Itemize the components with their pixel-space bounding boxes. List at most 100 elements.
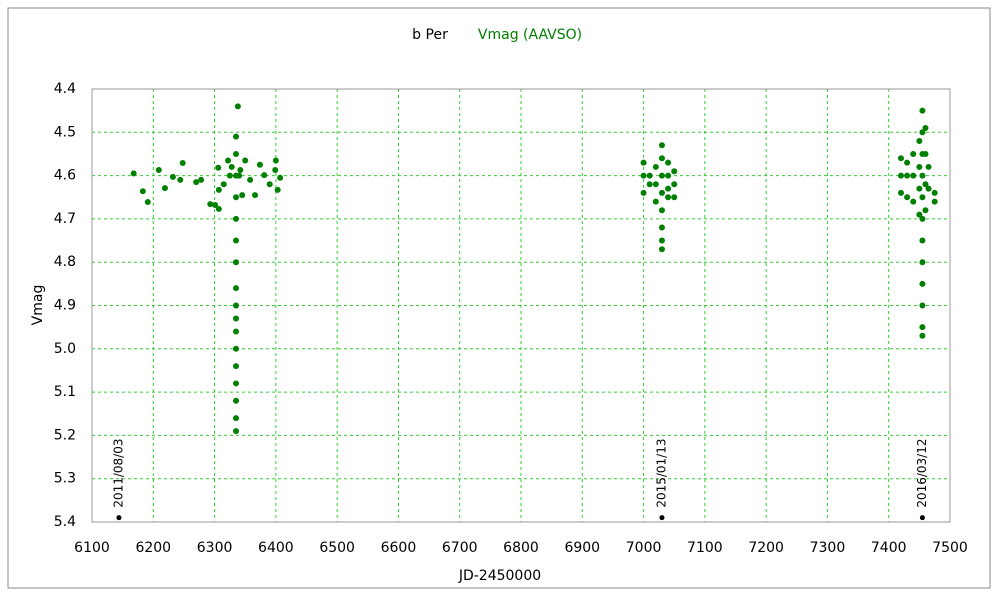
point: [652, 163, 659, 170]
point: [155, 166, 162, 173]
point: [919, 259, 926, 266]
point: [233, 133, 240, 140]
point: [919, 280, 926, 287]
point: [919, 237, 926, 244]
point: [233, 380, 240, 387]
point: [671, 168, 678, 175]
point: [233, 302, 240, 309]
chart-title: b Per: [412, 27, 448, 43]
point: [671, 194, 678, 201]
y-axis-label: Vmag: [30, 285, 46, 326]
x-tick-label: 6100: [74, 540, 110, 556]
y-tick-label: 5.3: [54, 471, 76, 487]
y-tick-label: 5.0: [54, 341, 76, 357]
plot-area: [91, 88, 951, 523]
point: [640, 159, 647, 166]
point: [233, 237, 240, 244]
y-tick-label: 5.2: [54, 427, 76, 443]
point: [652, 181, 659, 188]
point: [640, 172, 647, 179]
point: [652, 198, 659, 205]
y-tick-label: 4.9: [54, 298, 76, 314]
point: [919, 172, 926, 179]
point: [233, 150, 240, 157]
point: [233, 215, 240, 222]
annotation-label: 2011/08/03: [111, 438, 125, 507]
point: [658, 172, 665, 179]
y-tick-label: 4.7: [54, 211, 76, 227]
point: [215, 205, 222, 212]
point: [658, 142, 665, 149]
point: [212, 202, 219, 209]
x-tick-label: 6400: [258, 540, 294, 556]
point: [215, 164, 222, 171]
y-tick-label: 4.4: [54, 81, 76, 97]
point: [161, 185, 168, 192]
point: [922, 150, 929, 157]
point: [233, 315, 240, 322]
point: [922, 124, 929, 131]
point: [237, 166, 244, 173]
point: [220, 181, 227, 188]
point: [919, 107, 926, 114]
point: [207, 201, 214, 208]
point: [910, 150, 917, 157]
point: [658, 207, 665, 214]
x-tick-label: 6700: [442, 540, 478, 556]
point: [225, 157, 232, 164]
point: [233, 328, 240, 335]
y-tick-label: 4.6: [54, 168, 76, 184]
x-tick-label: 6800: [503, 540, 539, 556]
point: [925, 185, 932, 192]
point: [671, 181, 678, 188]
x-tick-label: 6300: [197, 540, 233, 556]
x-tick-label: 7100: [687, 540, 723, 556]
point: [266, 181, 273, 188]
point: [658, 189, 665, 196]
point: [193, 179, 200, 186]
point: [665, 159, 672, 166]
point: [169, 173, 176, 180]
x-tick-label: 7500: [932, 540, 968, 556]
x-tick-label: 7200: [748, 540, 784, 556]
point: [904, 159, 911, 166]
point: [658, 224, 665, 231]
point: [910, 198, 917, 205]
point: [646, 181, 653, 188]
x-tick-label: 7300: [810, 540, 846, 556]
point: [897, 189, 904, 196]
point: [916, 163, 923, 170]
x-tick-label: 6200: [135, 540, 171, 556]
point: [239, 192, 246, 199]
point: [242, 157, 249, 164]
point: [919, 302, 926, 309]
point: [252, 192, 259, 199]
point: [177, 176, 184, 183]
annotation-marker: [116, 515, 122, 521]
point: [272, 166, 279, 173]
point: [646, 172, 653, 179]
point: [922, 207, 929, 214]
point: [897, 172, 904, 179]
point: [919, 332, 926, 339]
y-tick-label: 5.1: [54, 384, 76, 400]
point: [916, 137, 923, 144]
annotation-marker: [659, 515, 665, 521]
y-tick-label: 4.8: [54, 254, 76, 270]
point: [233, 345, 240, 352]
point: [665, 194, 672, 201]
point: [910, 172, 917, 179]
x-tick-label: 7400: [871, 540, 907, 556]
point: [904, 194, 911, 201]
point: [919, 215, 926, 222]
point: [228, 163, 235, 170]
point: [904, 172, 911, 179]
point: [919, 129, 926, 136]
point: [234, 103, 241, 110]
point: [139, 188, 146, 195]
point: [931, 198, 938, 205]
point: [179, 160, 186, 167]
x-tick-label: 7000: [626, 540, 662, 556]
point: [215, 186, 222, 193]
